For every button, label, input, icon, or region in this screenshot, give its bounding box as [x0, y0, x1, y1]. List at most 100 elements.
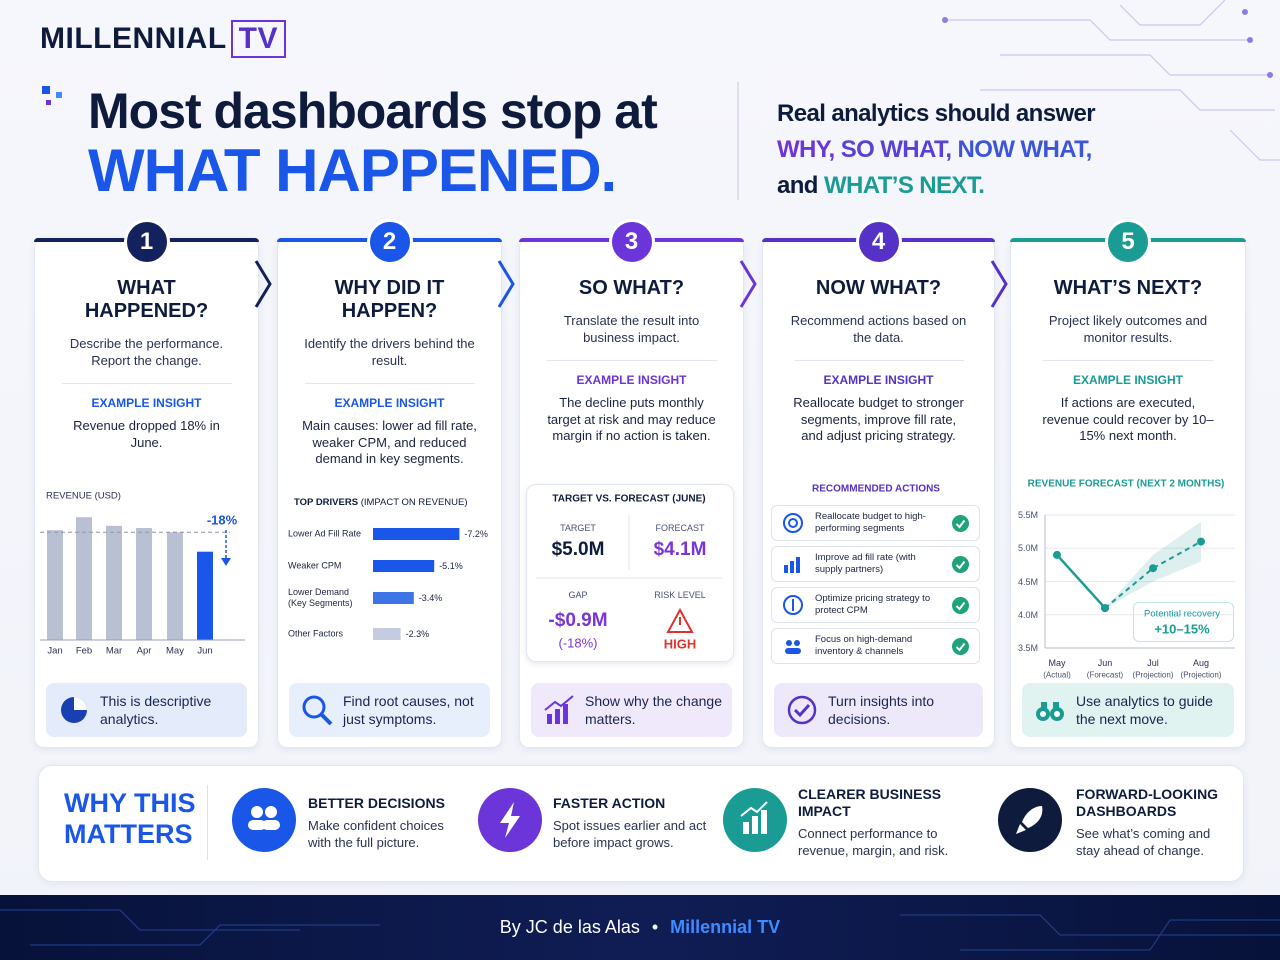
why-item-text: See what’s coming and stay ahead of chan… — [1076, 826, 1211, 858]
icon-shape — [251, 806, 263, 818]
footer-credits: By JC de las Alas • Millennial TV — [0, 895, 1280, 960]
x-tick-label: Aug — [1192, 658, 1210, 668]
step-number: 1 — [123, 219, 170, 265]
step-number: 2 — [366, 219, 413, 265]
card-title: NOW WHAT? — [815, 277, 942, 299]
why-icon — [478, 788, 542, 852]
kpi-value: $4.1M — [653, 539, 707, 560]
card-description: Identify the drivers behind the result. — [304, 336, 475, 368]
icon-shape — [1016, 824, 1026, 834]
why-icon — [998, 788, 1062, 852]
insight-text: The decline puts monthly target at risk … — [547, 395, 716, 443]
action-icon — [784, 557, 800, 573]
footer-icon — [61, 697, 87, 723]
icon-shape — [752, 816, 758, 834]
icon-shape — [1054, 711, 1060, 717]
x-tick-label: Feb — [75, 645, 93, 657]
icon-shape — [952, 597, 969, 614]
card-footer-box: This is descriptive analytics. — [46, 683, 247, 737]
circuit-line — [900, 914, 1280, 936]
icon-shape — [74, 697, 87, 710]
x-tick-label: Mar — [105, 645, 123, 657]
footer-icon — [544, 695, 574, 724]
step-card: 5 WHAT’S NEXT? Project likely outcomes and… — [1010, 219, 1246, 748]
tagline-line2: WHY, SO WHAT, NOW WHAT, — [777, 132, 1095, 168]
circuit-line — [1119, 0, 1226, 26]
icon-shape — [254, 260, 272, 308]
tagline-so-what: SO WHAT, — [840, 136, 952, 163]
circuit-node — [1247, 37, 1253, 43]
x-tick-label: Apr — [136, 645, 152, 657]
card-divider — [61, 383, 232, 384]
why-item-text: Connect performance to revenue, margin, … — [798, 826, 949, 858]
kpi-value: -$0.9M — [548, 610, 608, 631]
insight-label: EXAMPLE INSIGHT — [334, 396, 445, 410]
tagline-why: WHY, — [777, 136, 835, 163]
card-chevron — [990, 260, 1008, 308]
insight-text: Main causes: lower ad fill rate, weaker … — [302, 418, 477, 466]
chart-label: REVENUE (USD) — [46, 490, 121, 502]
insight-text: If actions are executed, revenue could r… — [1042, 395, 1214, 443]
card-content: WHY DID IT HAPPEN? Identify the drivers b… — [286, 277, 493, 468]
icon-shape — [783, 595, 803, 615]
headline-line1: Most dashboards stop at — [88, 83, 658, 139]
card-footer-text: Use analytics to guide the next move. — [1076, 693, 1213, 727]
headline-line2: WHAT HAPPENED. — [88, 137, 617, 204]
icon-shape — [796, 557, 800, 573]
x-tick-label: Jan — [47, 645, 63, 657]
icon-shape — [1040, 711, 1046, 717]
footer-decoration — [0, 909, 1280, 951]
why-item: FASTER ACTION Spot issues earlier and act… — [553, 785, 713, 860]
recovery-value: +10–15% — [1154, 621, 1210, 637]
drivers-title: TOP DRIVERS (IMPACT ON REVENUE) — [294, 497, 468, 508]
logo-tag: TV — [230, 20, 286, 58]
card-footer-box: Use analytics to guide the next move. — [1022, 683, 1234, 737]
recovery-label: Potential recovery — [1143, 608, 1221, 620]
change-label: -18% — [206, 512, 238, 528]
why-item-text: Make confident choices with the full pic… — [308, 817, 444, 850]
kpi-label: RISK LEVEL — [654, 590, 706, 600]
icon-shape — [990, 260, 1008, 308]
card-description: Recommend actions based on the data. — [790, 313, 967, 345]
circuit-line — [30, 924, 380, 946]
driver-label: Lower Demand (Key Segments) — [288, 587, 353, 608]
driver-value: -7.2% — [464, 529, 488, 539]
why-icon — [723, 788, 787, 852]
icon-shape — [248, 820, 266, 830]
card-description: Translate the result into business impac… — [563, 313, 700, 345]
action-check — [952, 515, 969, 532]
logo: MILLENNIAL TV — [40, 20, 286, 58]
tagline-and: and — [777, 172, 818, 199]
why-icon — [232, 788, 296, 852]
icon-shape — [783, 513, 803, 533]
circuit-nodes — [942, 9, 1273, 78]
kpi-label: GAP — [568, 590, 588, 600]
circuit-line — [960, 919, 1280, 951]
card-title: WHAT HAPPENED? — [84, 277, 209, 322]
action-text: Focus on high-demand inventory & channel… — [815, 634, 913, 657]
kpi-value: HIGH — [663, 636, 697, 652]
circuit-node — [1242, 9, 1248, 15]
icon-shape — [793, 703, 811, 718]
footer-separator: • — [651, 917, 659, 937]
footer-byline: By JC de las Alas — [499, 917, 640, 937]
card-description: Project likely outcomes and monitor resu… — [1048, 313, 1208, 345]
action-row: Focus on high-demand inventory & channel… — [771, 628, 980, 664]
circuit-node — [1267, 72, 1273, 78]
card-content: SO WHAT? Translate the result into busine… — [528, 277, 735, 445]
step-card: 2 WHY DID IT HAPPEN? Identify the drivers … — [277, 219, 515, 748]
icon-shape — [785, 648, 801, 654]
icon-shape — [784, 565, 788, 573]
card-footer-box: Turn insights into decisions. — [774, 683, 983, 737]
circuit-line — [0, 909, 300, 931]
y-tick-label: 5.5M — [1017, 510, 1038, 520]
card-title: WHY DID IT HAPPEN? — [334, 277, 445, 322]
icon-shape — [302, 695, 326, 719]
circuit-line — [980, 89, 1275, 111]
card-footer-text: This is descriptive analytics. — [100, 693, 212, 727]
kpi-label: FORECAST — [655, 523, 705, 533]
footer-icon — [302, 695, 333, 726]
why-matters-title: WHY THIS MATTERS — [64, 788, 196, 849]
header-decoration — [42, 0, 1280, 200]
